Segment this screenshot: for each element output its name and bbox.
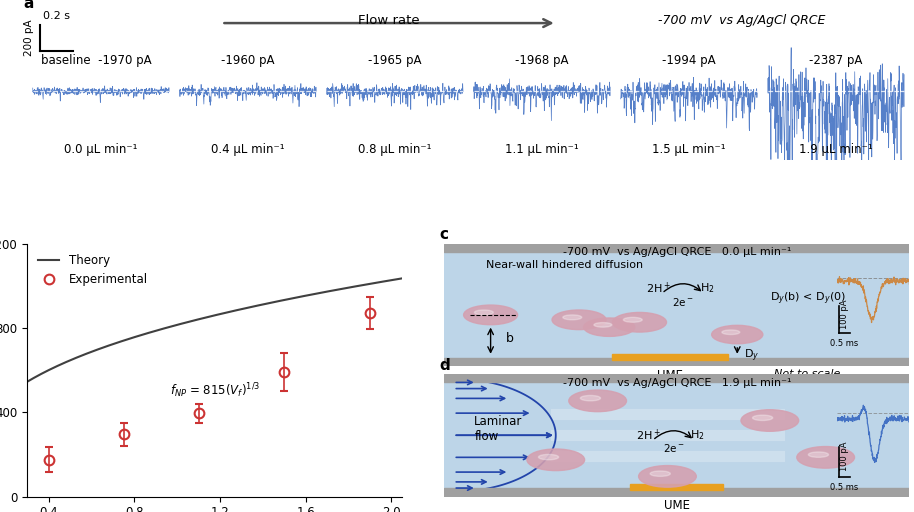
Bar	[444, 381, 909, 489]
Text: Near-wall hindered diffusion: Near-wall hindered diffusion	[486, 260, 643, 270]
Text: baseline  -1970 pA: baseline -1970 pA	[41, 54, 152, 67]
Ellipse shape	[538, 454, 558, 460]
Text: 1.1 μL min⁻¹: 1.1 μL min⁻¹	[505, 143, 579, 156]
Ellipse shape	[722, 330, 739, 334]
Text: 0.4 μL min⁻¹: 0.4 μL min⁻¹	[211, 143, 285, 156]
Text: -700 mV  vs Ag/AgCl QRCE   0.0 μL min⁻¹: -700 mV vs Ag/AgCl QRCE 0.0 μL min⁻¹	[562, 247, 791, 258]
Text: 1.5 μL min⁻¹: 1.5 μL min⁻¹	[652, 143, 726, 156]
Theory	[397, 275, 408, 282]
Ellipse shape	[623, 317, 643, 322]
Ellipse shape	[563, 315, 581, 320]
Text: H$_2$: H$_2$	[700, 281, 715, 295]
Text: 0.2 s: 0.2 s	[43, 11, 70, 22]
Theory	[245, 304, 256, 310]
Bar	[444, 358, 909, 367]
Line: Theory: Theory	[27, 279, 402, 381]
Bar	[444, 374, 909, 382]
Ellipse shape	[580, 395, 600, 401]
Bar	[611, 354, 728, 360]
Ellipse shape	[612, 312, 666, 332]
Text: -700 mV  vs Ag/AgCl QRCE   1.9 μL min⁻¹: -700 mV vs Ag/AgCl QRCE 1.9 μL min⁻¹	[562, 377, 791, 388]
Text: Flow rate: Flow rate	[358, 14, 420, 27]
Ellipse shape	[808, 452, 829, 457]
Text: Not to scale: Not to scale	[774, 369, 840, 379]
Theory	[337, 286, 348, 292]
Text: 1.9 μL min⁻¹: 1.9 μL min⁻¹	[799, 143, 873, 156]
Ellipse shape	[639, 465, 696, 487]
Ellipse shape	[741, 410, 799, 431]
Text: -1968 pA: -1968 pA	[515, 54, 569, 67]
Text: -1965 pA: -1965 pA	[368, 54, 421, 67]
Theory	[23, 378, 34, 384]
Legend: Theory, Experimental: Theory, Experimental	[33, 249, 153, 291]
Ellipse shape	[797, 446, 855, 468]
Ellipse shape	[552, 310, 606, 330]
Text: D$_y$(b) < D$_y$(0): D$_y$(b) < D$_y$(0)	[770, 291, 846, 307]
Bar	[444, 244, 909, 252]
Text: 0.5 ms: 0.5 ms	[831, 338, 858, 348]
Text: -1994 pA: -1994 pA	[662, 54, 716, 67]
Text: 0.8 μL min⁻¹: 0.8 μL min⁻¹	[358, 143, 431, 156]
Ellipse shape	[712, 325, 763, 344]
Text: 2H$^+$: 2H$^+$	[646, 280, 671, 295]
Theory	[244, 304, 255, 310]
Text: 2e$^-$: 2e$^-$	[672, 296, 694, 308]
Ellipse shape	[650, 471, 670, 476]
Ellipse shape	[463, 305, 517, 325]
Text: 0.5 ms: 0.5 ms	[831, 483, 858, 493]
Bar	[631, 484, 723, 490]
Text: b: b	[505, 332, 514, 345]
Text: a: a	[23, 0, 34, 11]
Text: H$_2$: H$_2$	[690, 429, 705, 442]
Ellipse shape	[526, 449, 585, 471]
Text: d: d	[440, 357, 451, 373]
Text: 2e$^-$: 2e$^-$	[663, 442, 685, 454]
Text: D$_y$: D$_y$	[744, 348, 760, 364]
Ellipse shape	[594, 323, 611, 327]
Bar	[444, 488, 909, 497]
Text: -2387 pA: -2387 pA	[809, 54, 863, 67]
Bar	[444, 251, 909, 359]
Ellipse shape	[569, 390, 626, 412]
Text: 100 pA: 100 pA	[840, 300, 849, 329]
Text: UME: UME	[664, 499, 690, 512]
Text: c: c	[440, 227, 449, 243]
Theory	[362, 281, 373, 287]
Text: 200 pA: 200 pA	[25, 19, 35, 56]
Text: Laminar
flow: Laminar flow	[474, 415, 523, 443]
Ellipse shape	[474, 310, 494, 315]
Text: 100 pA: 100 pA	[840, 442, 849, 472]
Text: $f_{NP}$ = 815($V_f$)$^{1/3}$: $f_{NP}$ = 815($V_f$)$^{1/3}$	[170, 381, 260, 400]
Theory	[22, 378, 33, 385]
Theory	[251, 303, 262, 309]
Text: -1960 pA: -1960 pA	[221, 54, 275, 67]
Ellipse shape	[752, 415, 772, 420]
Text: 0.0 μL min⁻¹: 0.0 μL min⁻¹	[64, 143, 138, 156]
Text: UME: UME	[657, 369, 683, 382]
Text: -700 mV  vs Ag/AgCl QRCE: -700 mV vs Ag/AgCl QRCE	[658, 14, 825, 27]
Text: 2H$^+$: 2H$^+$	[636, 428, 661, 443]
Ellipse shape	[584, 318, 635, 336]
